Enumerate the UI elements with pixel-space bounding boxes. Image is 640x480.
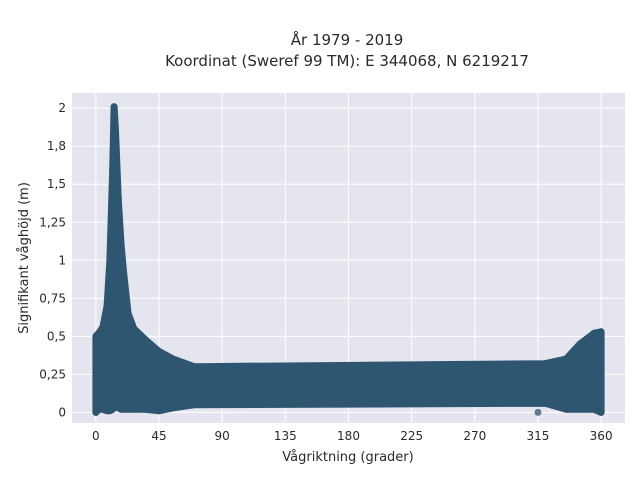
data-point — [281, 370, 289, 378]
data-point — [155, 348, 163, 355]
chart-title-line-2: Koordinat (Sweref 99 TM): E 344068, N 62… — [165, 52, 529, 70]
data-point — [130, 405, 138, 413]
data-point — [124, 405, 132, 413]
data-point — [349, 372, 357, 380]
data-point — [148, 378, 156, 386]
data-point — [583, 378, 591, 386]
data-point — [137, 401, 145, 409]
y-tick-label: 1,5 — [47, 177, 66, 191]
data-point — [130, 325, 138, 333]
y-tick-label: 1,8 — [47, 139, 66, 153]
data-point — [478, 372, 486, 380]
data-point — [176, 375, 184, 383]
y-tick-label: 0 — [58, 405, 66, 419]
data-point — [597, 408, 605, 416]
data-point — [464, 398, 472, 406]
data-point — [590, 405, 598, 413]
x-tick-label: 90 — [215, 429, 230, 443]
data-point — [513, 366, 521, 374]
data-point — [555, 386, 563, 393]
data-point — [302, 378, 310, 386]
data-point — [562, 405, 570, 413]
data-point — [190, 401, 198, 409]
data-point — [173, 357, 181, 365]
data-point — [110, 103, 118, 111]
data-point — [141, 405, 149, 413]
data-point — [218, 393, 226, 401]
x-tick-label: 180 — [337, 429, 360, 443]
data-point — [229, 381, 237, 389]
data-point — [513, 390, 521, 398]
y-tick-label: 0,75 — [39, 291, 66, 305]
x-tick-label: 45 — [151, 429, 166, 443]
x-tick-labels: 0 45 90 135 180 225 270 315 360 — [92, 429, 613, 443]
x-tick-label: 315 — [527, 429, 550, 443]
data-point — [471, 390, 479, 398]
data-point — [106, 256, 114, 264]
data-point — [169, 404, 177, 412]
data-point — [124, 310, 132, 317]
data-point — [576, 405, 584, 413]
data-point — [566, 366, 574, 374]
data-point — [190, 363, 198, 371]
data-point — [134, 355, 142, 363]
x-tick-label: 360 — [590, 429, 613, 443]
data-point — [592, 332, 599, 340]
chart-title-line-1: År 1979 - 2019 — [291, 30, 404, 49]
x-tick-label: 135 — [274, 429, 297, 443]
data-point — [148, 355, 156, 363]
data-point — [113, 272, 121, 279]
data-point — [119, 317, 126, 325]
data-point — [541, 399, 549, 407]
data-point — [597, 328, 605, 336]
y-tick-label: 1 — [58, 253, 66, 267]
data-point — [99, 323, 107, 331]
data-point — [345, 389, 352, 397]
data-point — [218, 367, 226, 375]
data-point — [587, 348, 595, 355]
data-point — [373, 376, 381, 384]
data-point — [141, 335, 149, 343]
data-point — [155, 407, 163, 415]
data-point — [443, 378, 451, 386]
data-point — [576, 340, 584, 348]
data-point — [100, 363, 108, 371]
data-point — [120, 272, 128, 279]
x-tick-label: 270 — [463, 429, 486, 443]
x-tick-label: 0 — [92, 429, 100, 443]
data-point — [95, 329, 103, 337]
data-point — [534, 408, 542, 416]
x-tick-label: 225 — [400, 429, 423, 443]
data-point — [246, 370, 254, 378]
data-point — [548, 401, 556, 409]
data-point — [291, 375, 299, 383]
y-axis-title: Signifikant våghöjd (m) — [17, 182, 32, 334]
data-point — [114, 196, 122, 203]
data-point — [580, 401, 588, 409]
data-point — [562, 355, 570, 363]
data-point — [109, 165, 117, 173]
y-tick-label: 2 — [58, 101, 66, 115]
data-point — [408, 372, 416, 380]
y-tick-label: 1,25 — [39, 215, 66, 229]
data-point — [408, 389, 416, 397]
x-axis-title: Vågriktning (grader) — [282, 450, 413, 465]
data-point — [594, 340, 602, 348]
data-point — [117, 241, 125, 249]
data-point — [541, 360, 549, 368]
y-tick-label: 0,25 — [39, 367, 66, 381]
data-points — [92, 103, 605, 416]
data-point — [112, 127, 119, 135]
data-point — [197, 396, 205, 404]
y-tick-labels: 0 0,25 0,5 0,75 1 1,25 1,5 1,8 2 — [39, 101, 66, 419]
data-point — [103, 302, 111, 310]
data-point — [471, 370, 479, 378]
data-point — [281, 390, 289, 398]
y-tick-label: 0,5 — [47, 329, 66, 343]
